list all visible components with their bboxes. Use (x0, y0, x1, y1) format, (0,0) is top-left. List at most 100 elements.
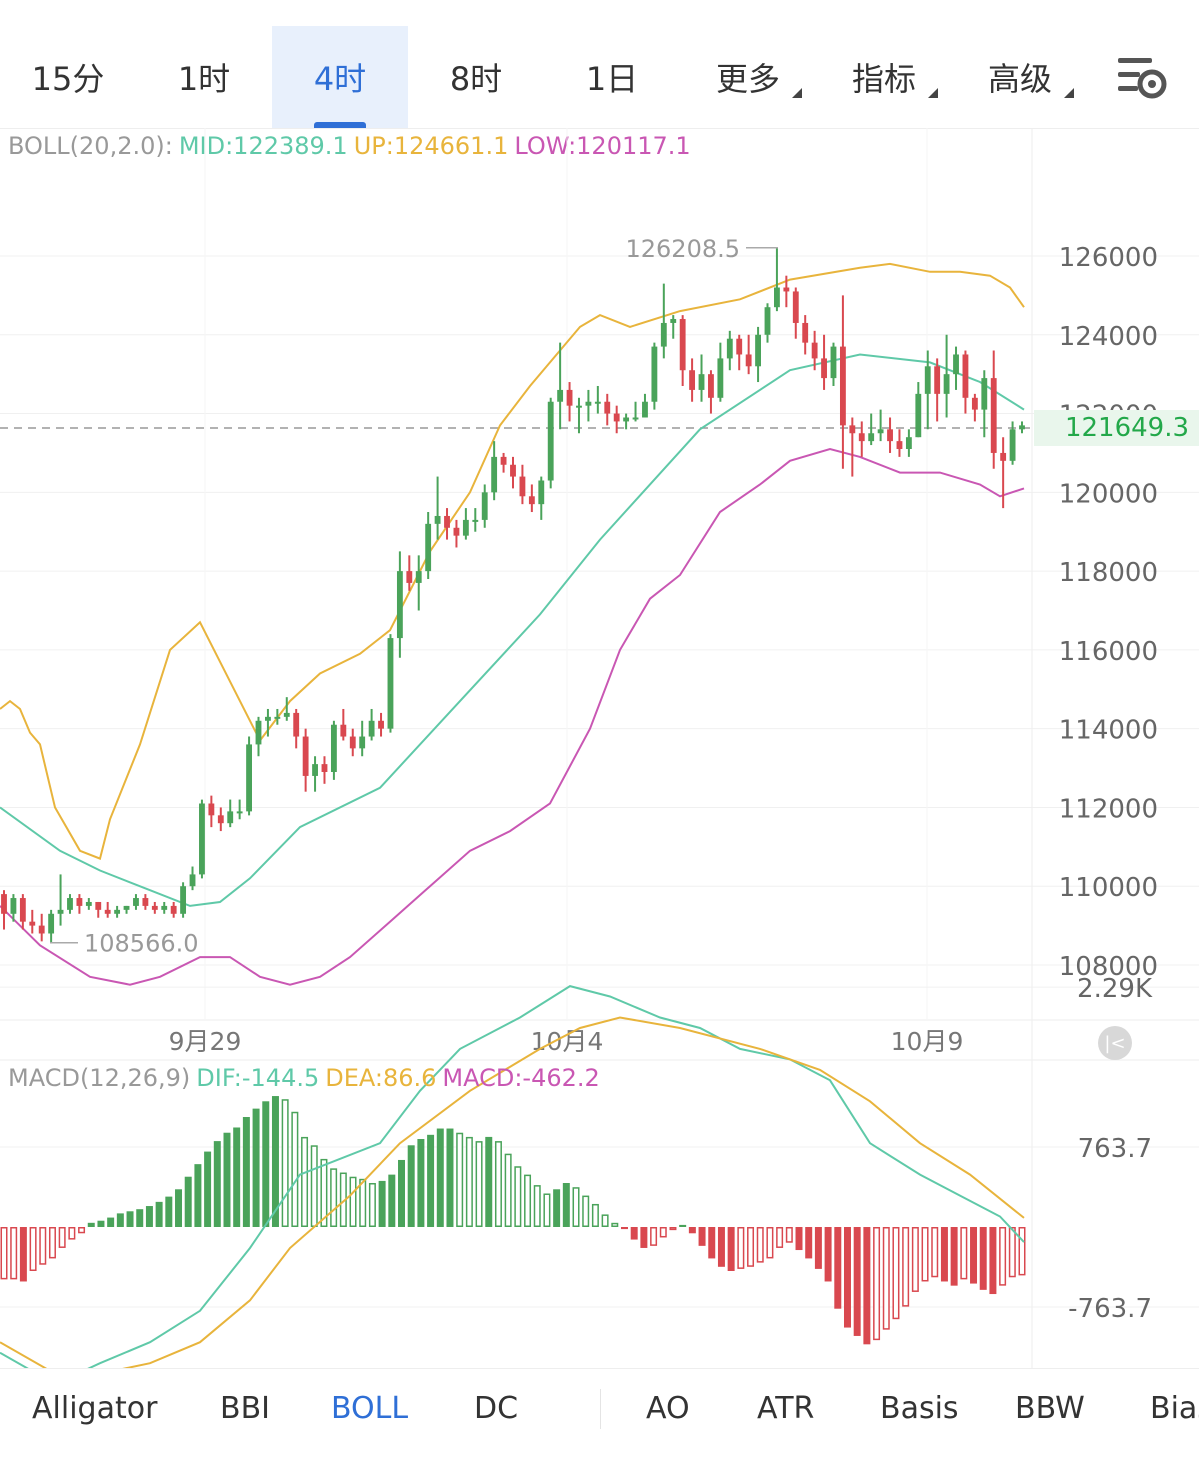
macd-histogram-bar (601, 1214, 609, 1227)
macd-histogram-bar (892, 1227, 900, 1320)
candle-body (151, 905, 158, 910)
candle-body (114, 909, 121, 914)
indicator-tab-alligator[interactable]: Alligator (32, 1391, 158, 1426)
tab-15m[interactable]: 15分 (0, 26, 136, 128)
candle-body (943, 374, 950, 394)
candle-body (510, 464, 516, 477)
macd-histogram-bar (136, 1209, 144, 1227)
boll-legend-mid: MID:122389.1 (178, 132, 348, 160)
macd-histogram-bar (68, 1227, 76, 1240)
candle-body (462, 519, 469, 536)
price-axis-labels: 1260001240001220001200001180001160001140… (169, 243, 1158, 1056)
macd-histogram-bar (572, 1187, 580, 1228)
candle-body (660, 322, 667, 347)
candlesticks (1, 247, 1025, 943)
macd-histogram-bar (301, 1136, 309, 1227)
macd-histogram-bar (873, 1227, 881, 1341)
candle-body (736, 338, 743, 355)
macd-histogram-bar (456, 1132, 464, 1228)
candle-body (340, 724, 347, 737)
tab-label: 4时 (313, 60, 367, 98)
macd-legend-dea: DEA:86.6 (325, 1064, 437, 1092)
indicator-tab-atr[interactable]: ATR (757, 1391, 815, 1426)
tab-1h[interactable]: 1时 (136, 26, 272, 128)
macd-histogram-bar (805, 1227, 813, 1259)
indicator-tab-ao[interactable]: AO (646, 1391, 690, 1426)
macd-histogram-bar (940, 1227, 948, 1282)
boll-legend-up: UP:124661.1 (353, 132, 509, 160)
indicator-tab-basis[interactable]: Basis (880, 1391, 959, 1426)
candle-body (783, 287, 790, 292)
candle-body (208, 803, 215, 816)
indicator-tab-bar: Alligator BBI BOLL DC AO ATR Basis BBW B… (0, 1368, 1199, 1459)
candle-body (359, 736, 366, 749)
macd-histogram-bar (630, 1227, 638, 1240)
candle-body (519, 476, 526, 497)
macd-histogram-bar (960, 1227, 968, 1280)
tab-4h[interactable]: 4时 (272, 26, 408, 128)
candle-body (981, 378, 988, 410)
macd-histogram-bar (427, 1134, 435, 1227)
macd-histogram-bar (727, 1227, 735, 1271)
candle-body (802, 322, 809, 343)
candle-body (85, 901, 92, 906)
candle-body (236, 811, 243, 814)
candle-body (651, 346, 658, 402)
candle-body (283, 712, 290, 717)
tab-indicators[interactable]: 指标 (816, 26, 952, 128)
candle-body (849, 425, 856, 434)
macd-histogram-bar (0, 1227, 8, 1280)
macd-histogram-bar (204, 1151, 212, 1227)
candle-body (726, 338, 733, 359)
indicator-tab-dc[interactable]: DC (474, 1391, 519, 1426)
macd-histogram-bar (58, 1227, 66, 1248)
macd-histogram-bar (155, 1201, 163, 1227)
min-price-label: 108566.0 (84, 930, 199, 958)
candle-body (453, 527, 460, 536)
macd-histogram-bar (165, 1196, 173, 1227)
macd-histogram-bar (756, 1227, 764, 1263)
macd-histogram-bar (126, 1211, 134, 1227)
macd-histogram-bar (504, 1153, 512, 1227)
y-tick-label: 124000 (1059, 322, 1158, 352)
candle-body (839, 346, 846, 426)
macd-histogram-bar (213, 1141, 221, 1227)
candle-body (585, 401, 592, 406)
indicator-tab-bias[interactable]: Bias (1150, 1391, 1199, 1426)
candle-body (189, 874, 196, 887)
chart-canvas[interactable]: 1260001240001220001200001180001160001140… (0, 0, 1199, 1368)
macd-histogram-bar (824, 1227, 832, 1282)
candle-body (491, 456, 498, 493)
tab-label: 1时 (177, 60, 231, 98)
indicator-tab-bbw[interactable]: BBW (1015, 1391, 1085, 1426)
candle-body (566, 389, 573, 406)
macd-legend: MACD(12,26,9) DIF:-144.5 DEA:86.6 MACD:-462… (8, 1064, 606, 1092)
candle-body (717, 358, 724, 398)
tab-label: 15分 (31, 60, 105, 98)
indicator-tab-boll[interactable]: BOLL (331, 1391, 409, 1426)
macd-histogram-bar (989, 1227, 997, 1295)
candle-body (142, 898, 149, 906)
macd-histogram-bar (553, 1189, 561, 1227)
y-tick-label: 126000 (1059, 243, 1158, 273)
macd-histogram-bar (359, 1178, 367, 1228)
boll-legend-name: BOLL(20,2.0): (8, 132, 173, 160)
tab-more[interactable]: 更多 (680, 26, 816, 128)
macd-histogram-bar (39, 1227, 47, 1265)
macd-histogram-bar (407, 1145, 415, 1227)
candle-body (180, 886, 187, 914)
macd-histogram-bar (388, 1174, 396, 1227)
indicator-tab-bbi[interactable]: BBI (220, 1391, 271, 1426)
tab-1d[interactable]: 1日 (544, 26, 680, 128)
macd-histogram-bar (524, 1174, 532, 1227)
tab-8h[interactable]: 8时 (408, 26, 544, 128)
macd-histogram-bar (1018, 1227, 1026, 1276)
candle-body (877, 429, 884, 434)
macd-histogram-bar (446, 1128, 454, 1227)
candle-body (265, 716, 271, 721)
tab-advanced[interactable]: 高级 (952, 26, 1088, 128)
scroll-to-latest-icon[interactable]: |< (1098, 1026, 1132, 1060)
candle-body (755, 334, 761, 367)
chart-settings-icon[interactable] (1112, 52, 1172, 104)
candle-body (962, 354, 969, 398)
